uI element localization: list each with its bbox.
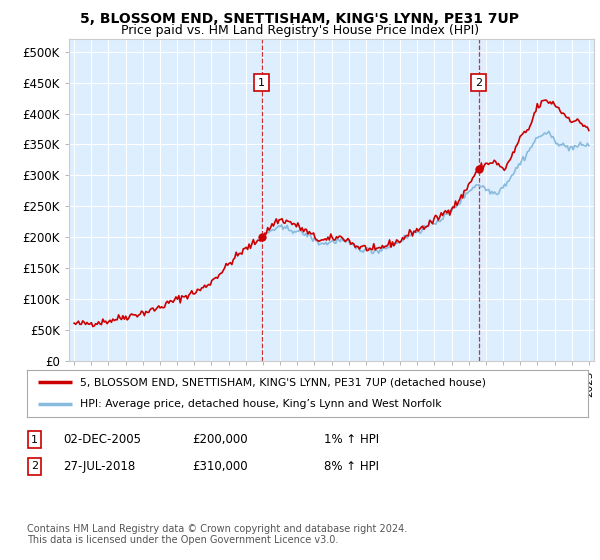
Text: 2: 2 — [475, 77, 482, 87]
Text: HPI: Average price, detached house, King’s Lynn and West Norfolk: HPI: Average price, detached house, King… — [80, 399, 442, 409]
Text: 1: 1 — [31, 435, 38, 445]
Text: £310,000: £310,000 — [192, 460, 248, 473]
Text: Price paid vs. HM Land Registry's House Price Index (HPI): Price paid vs. HM Land Registry's House … — [121, 24, 479, 36]
Text: 5, BLOSSOM END, SNETTISHAM, KING'S LYNN, PE31 7UP: 5, BLOSSOM END, SNETTISHAM, KING'S LYNN,… — [80, 12, 520, 26]
Text: 1: 1 — [258, 77, 265, 87]
Text: 2: 2 — [31, 461, 38, 472]
Text: 27-JUL-2018: 27-JUL-2018 — [63, 460, 135, 473]
Text: 02-DEC-2005: 02-DEC-2005 — [63, 433, 141, 446]
Text: 5, BLOSSOM END, SNETTISHAM, KING'S LYNN, PE31 7UP (detached house): 5, BLOSSOM END, SNETTISHAM, KING'S LYNN,… — [80, 377, 486, 388]
Text: £200,000: £200,000 — [192, 433, 248, 446]
Text: 1% ↑ HPI: 1% ↑ HPI — [324, 433, 379, 446]
Text: 8% ↑ HPI: 8% ↑ HPI — [324, 460, 379, 473]
Text: Contains HM Land Registry data © Crown copyright and database right 2024.
This d: Contains HM Land Registry data © Crown c… — [27, 524, 407, 545]
